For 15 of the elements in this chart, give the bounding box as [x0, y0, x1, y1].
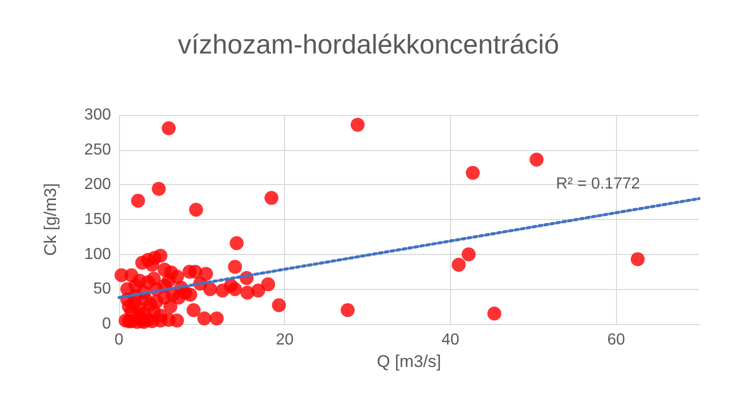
x-axis-title: Q [m3/s]: [376, 352, 442, 371]
y-axis-title: Ck [g/m3]: [41, 183, 60, 256]
y-tick-label: 250: [84, 141, 112, 158]
chart-title: vízhozam-hordalékkoncentráció: [178, 30, 560, 60]
x-tick-label: 60: [607, 332, 626, 348]
y-tick-label: 200: [84, 176, 112, 194]
x-tick-label: 40: [442, 332, 460, 348]
x-tick-label: 20: [276, 332, 294, 348]
y-tick-label: 300: [84, 106, 112, 124]
y-tick-label: 50: [93, 280, 112, 298]
y-tick-label: 100: [84, 246, 112, 263]
annotation: R² = 0.1772: [556, 176, 640, 192]
y-tick-label: 0: [102, 316, 112, 332]
x-tick-label: 0: [114, 332, 124, 348]
y-tick-label: 150: [84, 211, 112, 228]
